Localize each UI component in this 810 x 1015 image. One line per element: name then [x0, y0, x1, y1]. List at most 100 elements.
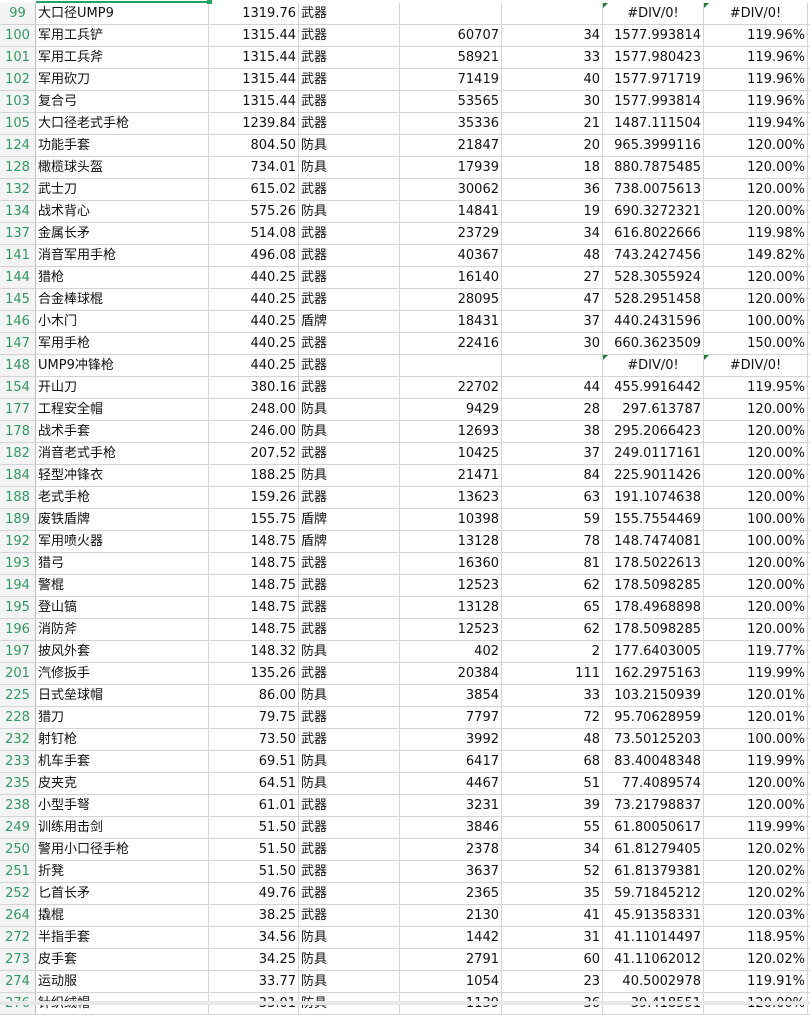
item-name-cell[interactable]: 战术背心: [36, 201, 209, 222]
percent-cell[interactable]: 100.00%: [704, 311, 808, 332]
item-name-cell[interactable]: 消音军用手枪: [36, 245, 209, 266]
row-header[interactable]: 144: [0, 267, 36, 288]
price-cell[interactable]: 148.75: [209, 553, 299, 574]
computed-cell[interactable]: 1577.993814: [603, 91, 704, 112]
category-cell[interactable]: 盾牌: [299, 509, 400, 530]
count-cell[interactable]: 72: [502, 707, 603, 728]
item-name-cell[interactable]: 复合弓: [36, 91, 209, 112]
value-cell[interactable]: 16360: [400, 553, 502, 574]
category-cell[interactable]: 盾牌: [299, 311, 400, 332]
value-cell[interactable]: 2378: [400, 839, 502, 860]
value-cell[interactable]: 22416: [400, 333, 502, 354]
row-header[interactable]: 137: [0, 223, 36, 244]
percent-cell[interactable]: 120.00%: [704, 597, 808, 618]
value-cell[interactable]: 58921: [400, 47, 502, 68]
item-name-cell[interactable]: 警棍: [36, 575, 209, 596]
category-cell[interactable]: 武器: [299, 377, 400, 398]
percent-cell[interactable]: #DIV/0!: [704, 3, 808, 24]
row-header[interactable]: 177: [0, 399, 36, 420]
computed-cell[interactable]: 178.5022613: [603, 553, 704, 574]
row-header[interactable]: 145: [0, 289, 36, 310]
percent-cell[interactable]: 119.96%: [704, 91, 808, 112]
value-cell[interactable]: 20384: [400, 663, 502, 684]
item-name-cell[interactable]: 汽修扳手: [36, 663, 209, 684]
category-cell[interactable]: 防具: [299, 685, 400, 706]
percent-cell[interactable]: 120.00%: [704, 553, 808, 574]
computed-cell[interactable]: 178.5098285: [603, 575, 704, 596]
count-cell[interactable]: 51: [502, 773, 603, 794]
price-cell[interactable]: 440.25: [209, 289, 299, 310]
price-cell[interactable]: 73.50: [209, 729, 299, 750]
percent-cell[interactable]: 118.95%: [704, 927, 808, 948]
computed-cell[interactable]: 73.21798837: [603, 795, 704, 816]
category-cell[interactable]: 防具: [299, 949, 400, 970]
count-cell[interactable]: 30: [502, 333, 603, 354]
computed-cell[interactable]: 297.613787: [603, 399, 704, 420]
price-cell[interactable]: 86.00: [209, 685, 299, 706]
item-name-cell[interactable]: 登山镐: [36, 597, 209, 618]
category-cell[interactable]: 武器: [299, 245, 400, 266]
value-cell[interactable]: 3846: [400, 817, 502, 838]
percent-cell[interactable]: 100.00%: [704, 729, 808, 750]
price-cell[interactable]: 440.25: [209, 333, 299, 354]
row-header[interactable]: 146: [0, 311, 36, 332]
row-header[interactable]: 273: [0, 949, 36, 970]
percent-cell[interactable]: 120.00%: [704, 619, 808, 640]
category-cell[interactable]: 武器: [299, 3, 400, 24]
count-cell[interactable]: 39: [502, 795, 603, 816]
computed-cell[interactable]: 77.4089574: [603, 773, 704, 794]
price-cell[interactable]: 615.02: [209, 179, 299, 200]
price-cell[interactable]: 49.76: [209, 883, 299, 904]
category-cell[interactable]: 武器: [299, 289, 400, 310]
count-cell[interactable]: 33: [502, 685, 603, 706]
price-cell[interactable]: 440.25: [209, 311, 299, 332]
item-name-cell[interactable]: 日式垒球帽: [36, 685, 209, 706]
computed-cell[interactable]: 191.1074638: [603, 487, 704, 508]
value-cell[interactable]: 13128: [400, 597, 502, 618]
price-cell[interactable]: 155.75: [209, 509, 299, 530]
item-name-cell[interactable]: 消防斧: [36, 619, 209, 640]
row-header[interactable]: 232: [0, 729, 36, 750]
value-cell[interactable]: 3637: [400, 861, 502, 882]
percent-cell[interactable]: 120.00%: [704, 443, 808, 464]
value-cell[interactable]: 60707: [400, 25, 502, 46]
count-cell[interactable]: 19: [502, 201, 603, 222]
value-cell[interactable]: 2791: [400, 949, 502, 970]
row-header[interactable]: 154: [0, 377, 36, 398]
category-cell[interactable]: 武器: [299, 355, 400, 376]
percent-cell[interactable]: 100.00%: [704, 509, 808, 530]
count-cell[interactable]: 59: [502, 509, 603, 530]
category-cell[interactable]: 防具: [299, 971, 400, 992]
item-name-cell[interactable]: 撬棍: [36, 905, 209, 926]
row-header[interactable]: 184: [0, 465, 36, 486]
count-cell[interactable]: 111: [502, 663, 603, 684]
count-cell[interactable]: 40: [502, 69, 603, 90]
price-cell[interactable]: 734.01: [209, 157, 299, 178]
row-header[interactable]: 102: [0, 69, 36, 90]
item-name-cell[interactable]: 机车手套: [36, 751, 209, 772]
row-header[interactable]: 195: [0, 597, 36, 618]
value-cell[interactable]: 3231: [400, 795, 502, 816]
item-name-cell[interactable]: 废铁盾牌: [36, 509, 209, 530]
spreadsheet-grid[interactable]: 99 大口径UMP9 1319.76 武器 #DIV/0! #DIV/0! 100 军用工兵铲…: [0, 3, 810, 1015]
category-cell[interactable]: 武器: [299, 861, 400, 882]
item-name-cell[interactable]: 老式手枪: [36, 487, 209, 508]
percent-cell[interactable]: 120.02%: [704, 883, 808, 904]
price-cell[interactable]: 51.50: [209, 817, 299, 838]
category-cell[interactable]: 武器: [299, 795, 400, 816]
value-cell[interactable]: 23729: [400, 223, 502, 244]
price-cell[interactable]: 496.08: [209, 245, 299, 266]
category-cell[interactable]: 防具: [299, 399, 400, 420]
price-cell[interactable]: 575.26: [209, 201, 299, 222]
count-cell[interactable]: 27: [502, 267, 603, 288]
value-cell[interactable]: 13128: [400, 531, 502, 552]
count-cell[interactable]: 68: [502, 751, 603, 772]
percent-cell[interactable]: 120.03%: [704, 905, 808, 926]
category-cell[interactable]: 防具: [299, 201, 400, 222]
price-cell[interactable]: 1315.44: [209, 47, 299, 68]
percent-cell[interactable]: 120.00%: [704, 135, 808, 156]
price-cell[interactable]: 1239.84: [209, 113, 299, 134]
computed-cell[interactable]: 528.3055924: [603, 267, 704, 288]
row-header[interactable]: 148: [0, 355, 36, 376]
computed-cell[interactable]: 103.2150939: [603, 685, 704, 706]
